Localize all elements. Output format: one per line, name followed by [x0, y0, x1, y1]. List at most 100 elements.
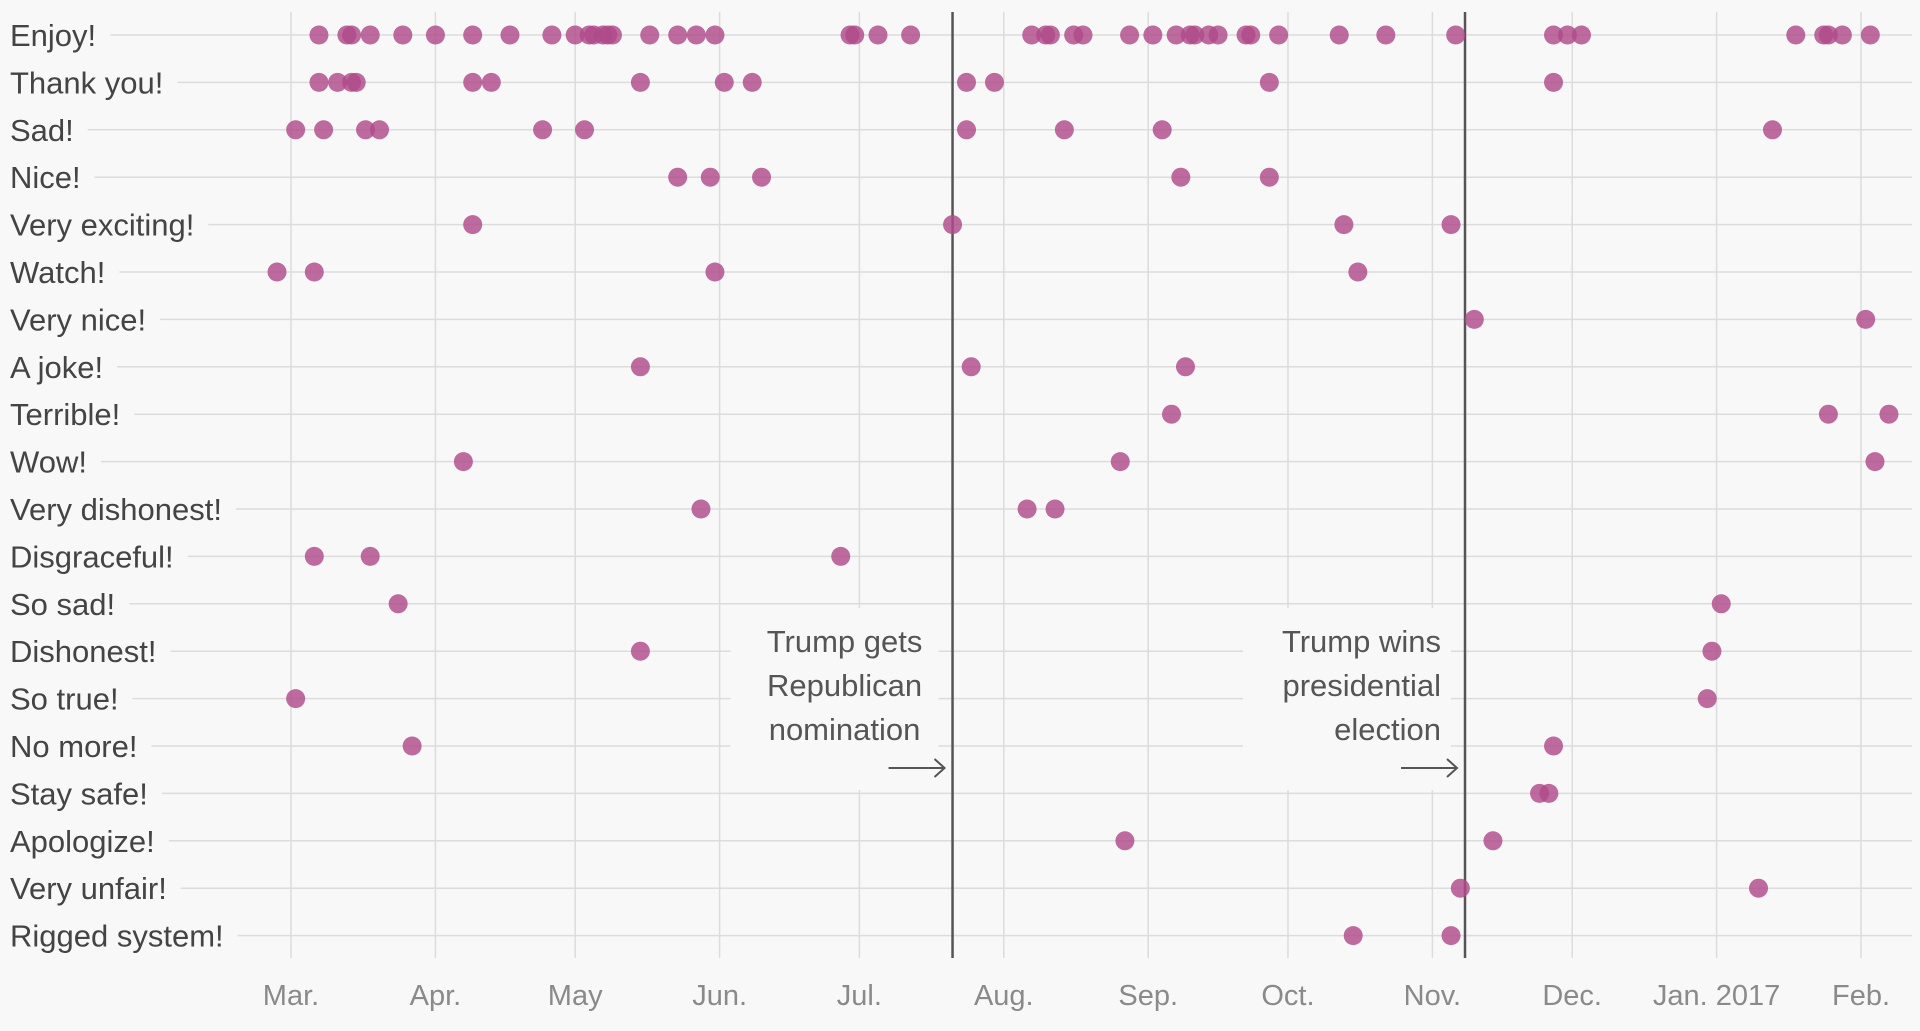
data-point: [1110, 452, 1130, 472]
data-point: [1860, 25, 1880, 45]
x-tick-label: Jan. 2017: [1653, 980, 1780, 1012]
data-points: [267, 25, 1899, 946]
x-tick-label: Feb.: [1832, 980, 1890, 1012]
row-label: A joke!: [10, 350, 103, 385]
data-point: [1040, 25, 1060, 45]
annotation-text: election: [1334, 712, 1441, 747]
data-point: [453, 452, 473, 472]
data-point: [630, 357, 650, 377]
data-point: [668, 25, 688, 45]
data-point: [393, 25, 413, 45]
data-point: [742, 72, 762, 92]
data-point: [1818, 25, 1838, 45]
data-point: [356, 120, 376, 140]
data-point: [714, 72, 734, 92]
data-point: [752, 167, 772, 187]
x-tick-label: Mar.: [263, 980, 319, 1012]
data-point: [691, 499, 711, 519]
annotation-text: Trump gets: [767, 624, 923, 659]
data-point: [402, 736, 422, 756]
data-point: [630, 641, 650, 661]
data-point: [1162, 404, 1182, 424]
data-point: [1329, 25, 1349, 45]
data-point: [463, 72, 483, 92]
row-label: Sad!: [10, 113, 74, 148]
row-labels: Enjoy! Thank you! Sad! Nice! Very exciting! W…: [10, 18, 224, 954]
data-point: [845, 25, 865, 45]
data-point: [267, 262, 287, 282]
row-label: Very dishonest!: [10, 492, 222, 527]
annotation-arrowhead: [933, 758, 947, 778]
row-label: Apologize!: [10, 824, 155, 859]
x-tick-label: Nov.: [1404, 980, 1461, 1012]
x-tick-label: Jun.: [692, 980, 747, 1012]
data-point: [1441, 215, 1461, 235]
row-label: So sad!: [10, 587, 115, 622]
data-point: [1786, 25, 1806, 45]
x-tick-label: Apr.: [410, 980, 462, 1012]
data-point: [342, 25, 362, 45]
data-point: [705, 262, 725, 282]
row-label: Very unfair!: [10, 871, 167, 906]
row-label: So true!: [10, 682, 119, 717]
data-point: [686, 25, 706, 45]
data-point: [1152, 120, 1172, 140]
row-label: Thank you!: [10, 65, 163, 100]
data-point: [565, 25, 585, 45]
data-point: [309, 25, 329, 45]
data-point: [1120, 25, 1140, 45]
x-tick-label: Jul.: [837, 980, 882, 1012]
data-point: [575, 120, 595, 140]
data-point: [957, 72, 977, 92]
data-point: [1464, 309, 1484, 329]
data-point: [1022, 25, 1042, 45]
annotation-arrowhead: [1446, 758, 1459, 778]
data-point: [1259, 167, 1279, 187]
data-point: [602, 25, 622, 45]
data-point: [1376, 25, 1396, 45]
data-point: [1450, 878, 1470, 898]
data-point: [1762, 120, 1782, 140]
annotation-text: nomination: [769, 712, 921, 747]
data-point: [481, 72, 501, 92]
data-point: [1259, 72, 1279, 92]
data-point: [1702, 641, 1722, 661]
data-point: [1269, 25, 1289, 45]
data-point: [901, 25, 921, 45]
data-point: [286, 689, 306, 709]
data-point: [346, 72, 366, 92]
data-point: [1544, 25, 1564, 45]
data-point: [286, 120, 306, 140]
data-point: [630, 72, 650, 92]
data-point: [640, 25, 660, 45]
row-label: No more!: [10, 729, 137, 764]
data-point: [957, 120, 977, 140]
row-label: Terrible!: [10, 397, 120, 432]
data-point: [1175, 357, 1195, 377]
data-point: [314, 120, 334, 140]
row-label: Stay safe!: [10, 776, 148, 811]
data-point: [1697, 689, 1717, 709]
data-point: [360, 25, 380, 45]
data-point: [1571, 25, 1591, 45]
data-point: [1711, 594, 1731, 614]
data-point: [542, 25, 562, 45]
annotation-text: Republican: [767, 668, 922, 703]
data-point: [304, 262, 324, 282]
data-point: [1749, 878, 1769, 898]
row-label: Rigged system!: [10, 919, 224, 954]
x-tick-label: Aug.: [974, 980, 1034, 1012]
data-point: [1115, 831, 1135, 851]
horizontal-gridlines: [87, 34, 1912, 937]
data-point: [328, 72, 348, 92]
x-tick-label: Dec.: [1542, 980, 1602, 1012]
data-point: [1143, 25, 1163, 45]
row-label: Nice!: [10, 160, 81, 195]
x-tick-label: May: [548, 980, 603, 1012]
data-point: [425, 25, 445, 45]
data-point: [1348, 262, 1368, 282]
row-label: Enjoy!: [10, 18, 96, 53]
data-point: [309, 72, 329, 92]
annotation-backdrop: [1243, 608, 1452, 790]
